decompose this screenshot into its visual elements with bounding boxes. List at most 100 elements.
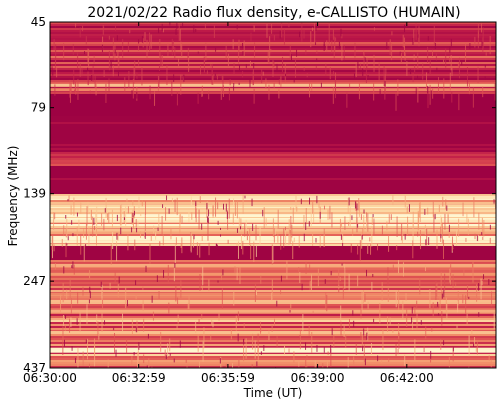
speckle xyxy=(54,212,56,220)
speckle-dark xyxy=(484,76,486,80)
speckle-dark xyxy=(342,243,344,251)
speckle xyxy=(348,319,350,329)
speckle xyxy=(132,78,134,99)
speckle xyxy=(232,363,234,368)
speckle xyxy=(216,75,218,80)
speckle xyxy=(366,212,368,222)
speckle xyxy=(278,89,280,99)
speckle xyxy=(181,42,183,57)
speckle xyxy=(66,218,68,238)
speckle-dark xyxy=(123,217,125,221)
speckle xyxy=(477,234,479,242)
spectrogram-row xyxy=(50,160,496,162)
speckle xyxy=(222,76,224,94)
speckle xyxy=(123,210,125,224)
speckle-dark xyxy=(428,237,430,245)
speckle xyxy=(406,309,408,327)
speckle xyxy=(225,45,227,60)
emission-line xyxy=(50,347,496,351)
speckle xyxy=(436,229,438,249)
speckle xyxy=(468,335,470,357)
speckle xyxy=(127,234,129,251)
spectrogram-row xyxy=(50,126,496,128)
speckle xyxy=(87,338,89,360)
speckle-dark xyxy=(120,227,122,235)
speckle xyxy=(227,239,229,244)
speckle-dark xyxy=(222,269,224,276)
speckle xyxy=(341,223,343,227)
speckle xyxy=(276,226,278,232)
speckle xyxy=(366,217,368,231)
spectrogram-row xyxy=(50,152,496,154)
speckle-dark xyxy=(135,280,137,286)
speckle-dark xyxy=(461,60,463,66)
speckle xyxy=(286,260,288,280)
speckle xyxy=(471,330,473,335)
speckle xyxy=(257,349,259,354)
speckle xyxy=(213,25,215,38)
speckle xyxy=(367,213,369,232)
speckle-dark xyxy=(242,42,244,49)
spectrogram-row xyxy=(50,304,496,306)
speckle xyxy=(161,215,163,236)
spectrogram-row xyxy=(50,38,496,40)
spectrogram-row xyxy=(50,302,496,304)
speckle xyxy=(403,41,405,55)
emission-line xyxy=(50,349,496,353)
speckle xyxy=(117,51,119,56)
spectrogram-row xyxy=(50,48,496,50)
spectrogram-row xyxy=(50,156,496,158)
speckle xyxy=(89,90,91,94)
spectrogram-row xyxy=(50,212,496,214)
speckle xyxy=(439,295,441,311)
speckle xyxy=(290,304,292,309)
speckle xyxy=(142,38,144,48)
speckle xyxy=(233,198,235,205)
speckle-dark xyxy=(489,224,491,230)
speckle-dark xyxy=(399,51,401,56)
speckle xyxy=(482,86,484,98)
speckle-dark xyxy=(84,51,86,55)
speckle xyxy=(111,209,113,228)
speckle xyxy=(333,71,335,76)
speckle xyxy=(180,244,182,248)
speckle-dark xyxy=(156,275,158,282)
speckle-dark xyxy=(116,35,118,41)
spectrogram-row xyxy=(50,148,496,150)
speckle xyxy=(412,240,414,259)
speckle xyxy=(64,324,66,331)
speckle xyxy=(131,356,133,366)
speckle xyxy=(446,303,448,319)
speckle xyxy=(221,365,223,368)
speckle xyxy=(88,363,90,368)
speckle-dark xyxy=(220,234,222,237)
speckle-dark xyxy=(65,215,67,219)
speckle xyxy=(271,22,273,34)
speckle xyxy=(395,291,397,308)
speckle-dark xyxy=(89,286,91,293)
speckle-dark xyxy=(134,210,136,216)
speckle xyxy=(72,43,74,55)
speckle xyxy=(425,72,427,90)
speckle xyxy=(418,202,420,218)
speckle xyxy=(53,212,55,230)
emission-line xyxy=(50,214,496,218)
speckle xyxy=(373,27,375,31)
speckle-dark xyxy=(276,300,278,307)
speckle xyxy=(493,313,495,330)
speckle xyxy=(159,38,161,60)
speckle xyxy=(396,216,398,238)
speckle xyxy=(164,349,166,358)
speckle xyxy=(392,264,394,271)
emission-line xyxy=(50,263,496,267)
speckle-dark xyxy=(434,42,436,49)
speckle xyxy=(234,266,236,274)
speckle xyxy=(54,263,56,270)
x-tick-label: 06:42:00 xyxy=(380,371,434,385)
speckle xyxy=(442,196,444,207)
speckle xyxy=(269,36,271,56)
speckle xyxy=(194,367,196,368)
speckle-dark xyxy=(166,195,168,201)
speckle xyxy=(153,225,155,234)
speckle xyxy=(465,237,467,242)
